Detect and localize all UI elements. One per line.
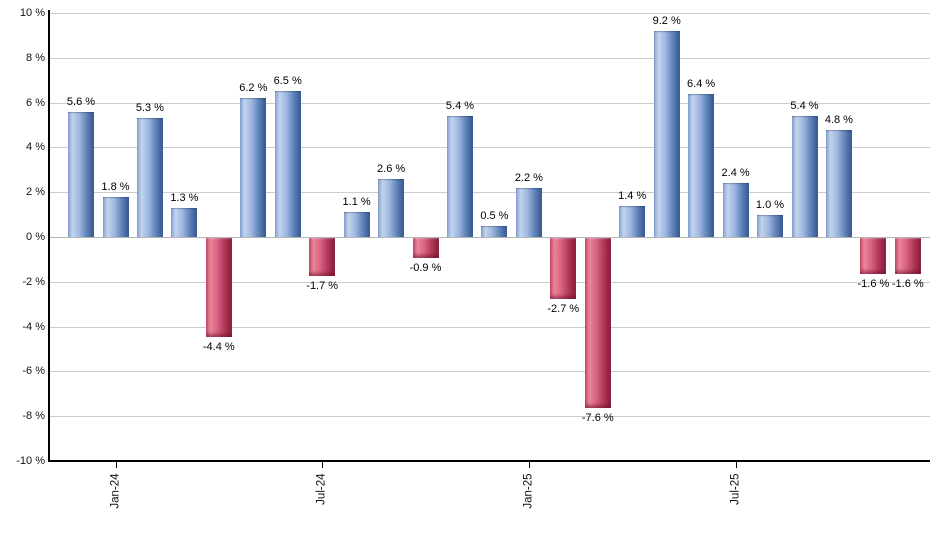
x-axis-tick-label: Jul-24	[315, 473, 328, 505]
bar-positive	[68, 111, 94, 237]
bar-value-label: 1.1 %	[342, 196, 371, 209]
bar-positive	[136, 118, 163, 237]
bar-positive	[688, 93, 715, 237]
bar-positive	[825, 129, 852, 237]
gridline	[50, 371, 930, 373]
x-axis-tick-mark	[735, 461, 737, 468]
bar-value-label: 1.0 %	[755, 198, 785, 211]
y-axis-tick-label: 4 %	[26, 141, 45, 154]
bar-value-label: 2.2 %	[514, 171, 543, 184]
bar-value-label: 0.5 %	[480, 209, 509, 222]
gridline	[50, 57, 930, 59]
gridline	[50, 192, 930, 194]
gridline	[50, 326, 930, 328]
zero-gridline	[50, 237, 930, 238]
bar-positive	[481, 225, 508, 237]
gridline	[50, 102, 930, 104]
bar-value-label: -1.6 %	[891, 277, 924, 290]
y-axis-tick-label: 10 %	[19, 7, 45, 19]
x-axis-line	[48, 460, 930, 462]
y-axis-tick-label: -10 %	[16, 455, 45, 467]
y-axis-tick-label: 8 %	[26, 51, 45, 64]
bar-negative	[894, 238, 921, 274]
bar-positive	[240, 98, 267, 237]
y-axis-tick-label: 6 %	[26, 96, 45, 109]
bar-positive	[447, 116, 473, 237]
y-axis-tick-label: 2 %	[26, 186, 45, 199]
y-axis-tick-label: -8 %	[22, 410, 45, 423]
bar-value-label: 5.6 %	[66, 95, 96, 108]
bar-positive	[791, 116, 818, 237]
bar-value-label: -1.7 %	[306, 280, 339, 293]
gridline	[50, 416, 930, 418]
bar-value-label: -2.7 %	[547, 302, 580, 315]
y-axis-tick-label: -6 %	[22, 365, 45, 378]
bar-value-label: 2.6 %	[377, 162, 406, 175]
bar-value-label: 6.5 %	[273, 75, 302, 88]
bar-negative	[205, 238, 232, 337]
x-axis-tick-mark	[528, 461, 530, 468]
bar-negative	[309, 238, 336, 277]
bar-negative	[412, 238, 439, 259]
bar-negative	[550, 238, 577, 299]
bar-value-label: 4.8 %	[824, 113, 853, 126]
bar-value-label: 1.3 %	[170, 191, 199, 204]
bar-value-label: 1.8 %	[101, 180, 130, 193]
bar-value-label: 6.2 %	[239, 82, 268, 95]
bar-positive	[343, 212, 370, 237]
x-axis-tick-mark	[322, 461, 324, 468]
gridline	[50, 281, 930, 283]
bar-positive	[619, 205, 646, 237]
bar-value-label: 9.2 %	[652, 14, 681, 27]
bar-value-label: 6.4 %	[687, 77, 716, 90]
x-axis-tick-mark	[115, 461, 117, 468]
bar-value-label: -1.6 %	[857, 277, 890, 290]
bar-value-label: -4.4 %	[202, 340, 235, 353]
bar-positive	[757, 214, 783, 237]
y-axis-tick-label: -2 %	[22, 275, 45, 288]
bar-negative	[584, 238, 611, 409]
bar-value-label: 2.4 %	[721, 167, 750, 180]
bar-value-label: 5.4 %	[445, 100, 475, 112]
x-axis-tick-label: Jul-25	[729, 473, 742, 505]
bar-value-label: 1.4 %	[618, 189, 647, 202]
y-axis-tick-label: -4 %	[22, 320, 45, 333]
bar-positive	[515, 187, 542, 237]
x-axis-tick-label: Jan-25	[522, 473, 535, 509]
bar-positive	[102, 196, 129, 237]
y-axis-tick-label: 0 %	[26, 231, 45, 243]
bar-positive	[653, 30, 680, 237]
bar-positive	[722, 183, 749, 237]
bar-value-label: -0.9 %	[409, 262, 442, 275]
bar-positive	[378, 178, 405, 237]
bar-positive	[171, 207, 198, 237]
gridline	[50, 147, 930, 149]
bar-negative	[860, 238, 887, 274]
gridline	[50, 13, 930, 14]
y-axis-line	[48, 10, 50, 462]
bar-value-label: 5.3 %	[135, 102, 164, 115]
bar-value-label: -7.6 %	[581, 412, 614, 425]
bar-positive	[274, 91, 301, 237]
bar-value-label: 5.4 %	[790, 100, 819, 112]
x-axis-tick-label: Jan-24	[109, 473, 121, 509]
